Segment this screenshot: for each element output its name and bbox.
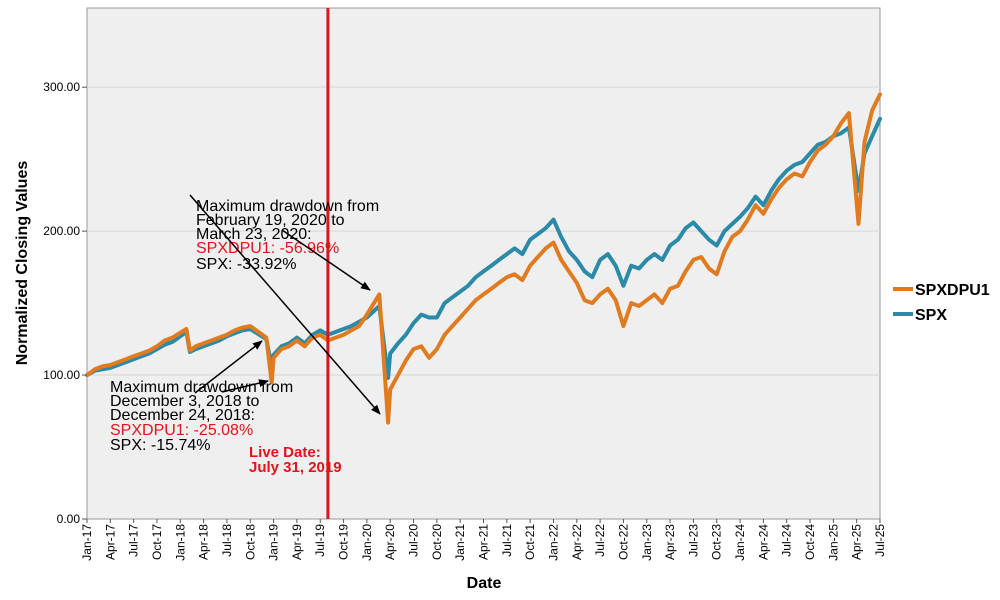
annotation-2018-spx-value: SPX: -15.74%: [110, 437, 211, 454]
x-tick-label: Apr-20: [383, 524, 397, 560]
x-tick-label: Jul-25: [873, 524, 887, 557]
annotation-2018-spxdpu1-value: SPXDPU1: -25.08%: [110, 422, 253, 439]
x-tick-label: Jul-17: [127, 524, 141, 557]
x-tick-label: Jul-22: [593, 524, 607, 557]
x-tick-label: Apr-24: [756, 524, 770, 560]
x-tick-label: Jan-22: [546, 524, 560, 561]
series-lines: [85, 92, 882, 425]
x-tick-label: Jul-24: [780, 524, 794, 557]
live-date-label-line-1: Live Date:: [249, 444, 321, 461]
series-line-spx: [85, 116, 882, 380]
x-tick-label: Jul-19: [313, 524, 327, 557]
live-date-label-line-2: July 31, 2019: [249, 459, 342, 476]
x-tick-label: Jan-19: [267, 524, 281, 561]
plot-background: [86, 7, 881, 520]
x-tick-label: Jan-18: [173, 524, 187, 561]
x-tick-label: Oct-21: [523, 524, 537, 560]
annotation-2020-line-2: February 19, 2020 to: [196, 212, 345, 229]
x-tick-label: Oct-19: [337, 524, 351, 560]
x-tick-label: Jan-24: [733, 524, 747, 561]
x-tick-label: Oct-20: [430, 524, 444, 560]
annotation-2018-line-3: December 24, 2018:: [110, 407, 255, 424]
x-axis-ticks: Jan-17 Apr-17 Jul-17 Oct-17 Jan-18 Apr-18 Jul-…: [80, 519, 887, 561]
x-tick-label: Apr-18: [197, 524, 211, 560]
x-tick-label: Oct-23: [710, 524, 724, 560]
x-tick-label: Jul-20: [407, 524, 421, 557]
legend: SPXDPU1 SPX: [893, 282, 990, 324]
x-tick-label: Jan-20: [360, 524, 374, 561]
annotation-2020-arrow-peak: [281, 229, 371, 291]
x-tick-label: Apr-19: [290, 524, 304, 560]
annotation-2020-drawdown: Maximum drawdown from February 19, 2020 …: [189, 194, 381, 415]
y-tick-label: 100.00: [43, 368, 80, 382]
x-tick-label: Oct-18: [243, 524, 257, 560]
x-tick-label: Oct-22: [616, 524, 630, 560]
annotation-2018-line-2: December 3, 2018 to: [110, 393, 260, 410]
x-tick-label: Oct-17: [150, 524, 164, 560]
legend-label-spxdpu1: SPXDPU1: [915, 282, 990, 299]
series-line-spxdpu1: [85, 92, 882, 425]
y-tick-label: 200.00: [43, 224, 80, 238]
legend-label-spx: SPX: [915, 307, 947, 324]
x-tick-label: Apr-23: [663, 524, 677, 560]
x-tick-label: Jan-21: [453, 524, 467, 561]
y-tick-label: 0.00: [57, 512, 81, 526]
annotation-2018-arrow-trough: [221, 379, 269, 393]
x-tick-label: Apr-17: [103, 524, 117, 560]
x-tick-label: Jan-25: [826, 524, 840, 561]
x-tick-label: Oct-24: [803, 524, 817, 560]
x-tick-label: Jul-23: [686, 524, 700, 557]
y-axis-ticks: 0.00 100.00 200.00 300.00: [43, 80, 87, 526]
annotation-2018-arrow-peak: [194, 340, 263, 394]
x-tick-label: Jan-23: [640, 524, 654, 561]
x-tick-label: Jul-21: [500, 524, 514, 557]
annotation-2018-drawdown: Maximum drawdown from December 3, 2018 t…: [110, 340, 293, 454]
annotation-2020-arrow-trough: [189, 194, 381, 415]
x-tick-label: Jul-18: [220, 524, 234, 557]
x-tick-label: Apr-22: [570, 524, 584, 560]
y-tick-label: 300.00: [43, 80, 80, 94]
y-axis-title: Normalized Closing Values: [14, 161, 31, 366]
x-tick-label: Apr-21: [477, 524, 491, 560]
annotation-2020-line-1: Maximum drawdown from: [196, 198, 379, 215]
x-axis-title: Date: [467, 575, 502, 592]
x-tick-label: Jan-17: [80, 524, 94, 561]
x-tick-label: Apr-25: [850, 524, 864, 560]
annotation-2020-spx-value: SPX: -33.92%: [196, 256, 297, 273]
